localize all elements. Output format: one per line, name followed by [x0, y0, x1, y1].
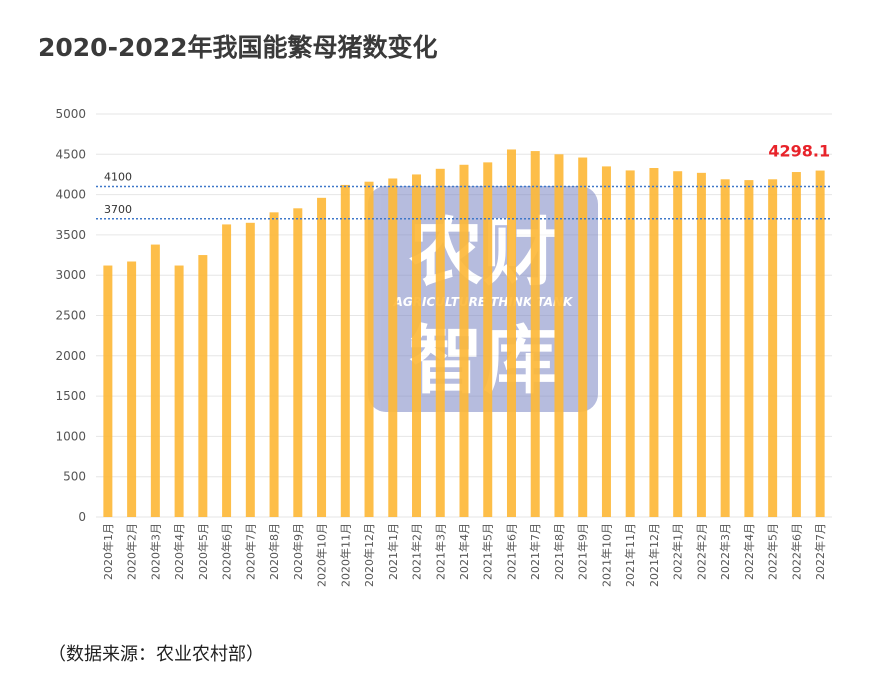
x-tick-label: 2021年9月 [576, 523, 590, 580]
bar [174, 265, 184, 517]
x-tick-label: 2020年8月 [267, 523, 281, 580]
bar [530, 151, 540, 518]
bar [506, 149, 516, 518]
last-value-label: 4298.1 [768, 142, 830, 161]
x-tick-label: 2020年7月 [243, 523, 257, 580]
bar [127, 261, 137, 517]
bar [103, 265, 113, 517]
bar [625, 170, 635, 518]
x-tick-label: 2021年10月 [599, 523, 613, 587]
x-tick-label: 2021年6月 [504, 523, 518, 580]
y-tick-label: 0 [78, 510, 86, 524]
y-tick-label: 3500 [55, 228, 86, 242]
x-tick-label: 2020年12月 [362, 523, 376, 587]
bars-group [103, 149, 825, 518]
bar [150, 244, 160, 517]
bar [601, 166, 611, 517]
bar [744, 180, 754, 518]
bar [245, 222, 255, 517]
x-tick-label: 2021年5月 [481, 523, 495, 580]
x-tick-label: 2021年4月 [457, 523, 471, 580]
bar [483, 162, 493, 518]
x-tick-label: 2022年7月 [813, 523, 827, 580]
x-tick-label: 2022年6月 [789, 523, 803, 580]
x-tick-label: 2022年3月 [718, 523, 732, 580]
bar [317, 197, 327, 517]
y-tick-label: 3000 [55, 268, 86, 282]
x-tick-label: 2021年11月 [623, 523, 637, 587]
y-tick-label: 2500 [55, 309, 86, 323]
bar [388, 178, 398, 518]
x-tick-label: 2021年7月 [528, 523, 542, 580]
bar [815, 170, 825, 518]
x-tick-label: 2021年1月 [386, 523, 400, 580]
y-tick-label: 1500 [55, 389, 86, 403]
x-tick-label: 2021年3月 [433, 523, 447, 580]
bar [768, 179, 778, 517]
y-tick-label: 4500 [55, 147, 86, 161]
x-tick-label: 2020年9月 [291, 523, 305, 580]
x-tick-label: 2020年1月 [101, 523, 115, 580]
x-tick-label: 2020年5月 [196, 523, 210, 580]
bar [293, 208, 303, 517]
bar [222, 224, 232, 517]
x-tick-label: 2022年4月 [742, 523, 756, 580]
bar [340, 184, 350, 518]
x-tick-label: 2020年11月 [338, 523, 352, 587]
bar [791, 172, 801, 518]
reference-line-label: 3700 [104, 203, 132, 216]
x-tick-label: 2020年10月 [315, 523, 329, 587]
x-tick-label: 2020年6月 [220, 523, 234, 580]
y-tick-label: 4000 [55, 188, 86, 202]
reference-line-label: 4100 [104, 171, 132, 184]
chart-title: 2020-2022年我国能繁母猪数变化 [38, 33, 438, 62]
x-tick-label: 2021年8月 [552, 523, 566, 580]
x-tick-label: 2021年2月 [410, 523, 424, 580]
bar [412, 174, 422, 517]
x-tick-label: 2020年4月 [172, 523, 186, 580]
bar [554, 154, 564, 518]
bar [578, 157, 588, 518]
y-tick-label: 5000 [55, 107, 86, 121]
bar [198, 255, 208, 518]
bar [269, 212, 279, 517]
bar [673, 171, 683, 517]
x-tick-label: 2022年2月 [694, 523, 708, 580]
x-tick-label: 2020年2月 [125, 523, 139, 580]
y-tick-label: 500 [63, 470, 86, 484]
bar [720, 179, 730, 517]
bar [696, 172, 706, 517]
x-tick-label: 2022年1月 [671, 523, 685, 580]
x-tick-label: 2022年5月 [766, 523, 780, 580]
y-tick-label: 2000 [55, 349, 86, 363]
data-source-note: （数据来源：农业农村部） [48, 644, 264, 665]
y-tick-label: 1000 [55, 429, 86, 443]
watermark-background [368, 186, 598, 412]
bar [435, 168, 445, 518]
x-tick-label: 2020年3月 [148, 523, 162, 580]
x-tick-label: 2021年12月 [647, 523, 661, 587]
bar [364, 181, 374, 518]
bar [459, 164, 469, 517]
bar [649, 168, 659, 517]
